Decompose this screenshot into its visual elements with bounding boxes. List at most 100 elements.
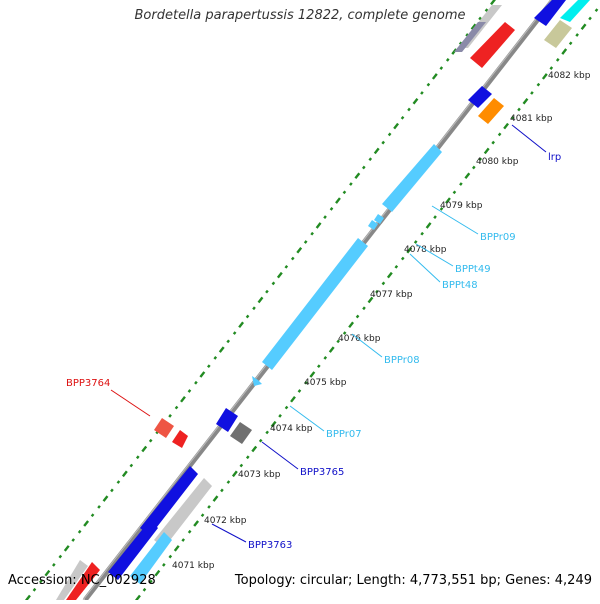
topology-text: Topology: circular; Length: 4,773,551 bp…: [234, 573, 592, 588]
major-tick: [522, 97, 529, 105]
kbp-label: 4082 kbp: [548, 71, 591, 81]
feature-label: BPP3764: [66, 378, 110, 389]
minor-tick: [110, 488, 114, 493]
major-tick: [445, 197, 451, 204]
features-middle: [154, 408, 252, 448]
leader-line: [351, 333, 383, 358]
minor-tick: [549, 66, 554, 70]
kbp-label: 4072 kbp: [204, 516, 247, 526]
minor-tick: [439, 66, 444, 70]
minor-tick: [530, 91, 534, 95]
minor-tick: [162, 563, 166, 567]
major-tick: [173, 545, 180, 552]
major-tick: [154, 569, 161, 577]
minor-tick: [52, 563, 56, 567]
minor-tick: [329, 207, 334, 211]
minor-tick: [284, 405, 289, 410]
major-tick: [580, 23, 587, 30]
minor-tick: [433, 215, 437, 219]
genome-title: Bordetella parapertussis 12822, complete…: [134, 8, 466, 23]
minor-tick: [465, 33, 469, 37]
minor-tick: [510, 115, 515, 120]
major-tick: [199, 371, 206, 378]
feature-label: BPPt48: [442, 280, 478, 291]
minor-tick: [568, 41, 573, 46]
minor-tick: [232, 331, 237, 335]
leader-line: [211, 523, 247, 543]
minor-tick: [32, 587, 37, 592]
minor-tick: [336, 339, 341, 344]
minor-tick: [400, 256, 405, 261]
minor-tick: [245, 314, 250, 319]
major-tick: [135, 594, 141, 602]
minor-tick: [39, 579, 43, 584]
minor-tick: [375, 289, 379, 294]
major-tick: [315, 222, 322, 229]
minor-tick: [594, 8, 599, 13]
minor-tick: [71, 538, 76, 542]
kbp-label: 4076 kbp: [338, 334, 381, 344]
gray-feature: [454, 22, 486, 52]
major-tick: [470, 23, 477, 30]
rna-feature-bppr07: [252, 376, 262, 386]
minor-tick: [439, 207, 444, 211]
major-tick: [561, 48, 568, 55]
inner-tick-ring: [135, 8, 599, 602]
minor-tick: [472, 165, 476, 170]
minor-tick: [484, 8, 489, 13]
major-tick: [431, 73, 438, 80]
major-tick: [335, 197, 341, 204]
kbp-label: 4073 kbp: [238, 470, 281, 480]
kbp-label: 4080 kbp: [476, 157, 519, 167]
minor-tick: [116, 480, 121, 484]
major-tick: [328, 346, 335, 353]
minor-tick: [588, 16, 592, 21]
kbp-label: 4081 kbp: [510, 114, 553, 124]
feature-label: BPPt49: [455, 264, 491, 275]
cds-feature-bpp3765: [216, 408, 238, 432]
major-tick: [212, 495, 219, 502]
major-tick: [412, 97, 419, 105]
minor-tick: [148, 438, 153, 443]
major-tick: [83, 520, 90, 527]
pseudo-feature-bpp3764: [154, 418, 174, 438]
red-feature-arrow: [470, 22, 515, 68]
major-tick: [180, 396, 186, 403]
kbp-axis-labels: 4071 kbp 4072 kbp 4073 kbp 4074 kbp 4075 kbp…: [172, 71, 591, 571]
leader-line: [409, 253, 441, 283]
major-tick: [348, 321, 355, 329]
kbp-label: 4079 kbp: [440, 201, 483, 211]
cds-feature: [108, 520, 158, 580]
feature-label: BPPr09: [480, 232, 516, 243]
minor-tick: [207, 505, 211, 509]
major-tick: [276, 271, 283, 279]
major-tick: [218, 346, 225, 353]
minor-tick: [142, 587, 147, 592]
minor-tick: [459, 182, 463, 186]
major-tick: [257, 296, 264, 304]
major-tick: [231, 470, 238, 478]
major-tick: [296, 247, 303, 254]
feature-label: BPP3763: [248, 540, 292, 551]
major-tick: [393, 122, 400, 130]
minor-tick: [265, 430, 269, 435]
major-tick: [102, 495, 109, 502]
minor-tick: [355, 314, 360, 319]
feature-leader-lines: [110, 124, 547, 543]
major-tick: [238, 321, 245, 329]
minor-tick: [555, 58, 560, 62]
feature-label: BPPr07: [326, 429, 362, 440]
minor-tick: [413, 240, 418, 244]
major-tick: [354, 172, 361, 180]
major-tick: [503, 122, 510, 130]
minor-tick: [536, 82, 541, 87]
minor-tick: [181, 538, 186, 542]
features-rna: [252, 144, 442, 386]
features-upper-right: [454, 0, 590, 124]
minor-tick: [362, 165, 366, 170]
rna-feature-bppt49: [374, 214, 384, 224]
minor-tick: [174, 405, 179, 410]
minor-tick: [290, 256, 295, 261]
minor-tick: [226, 480, 231, 484]
